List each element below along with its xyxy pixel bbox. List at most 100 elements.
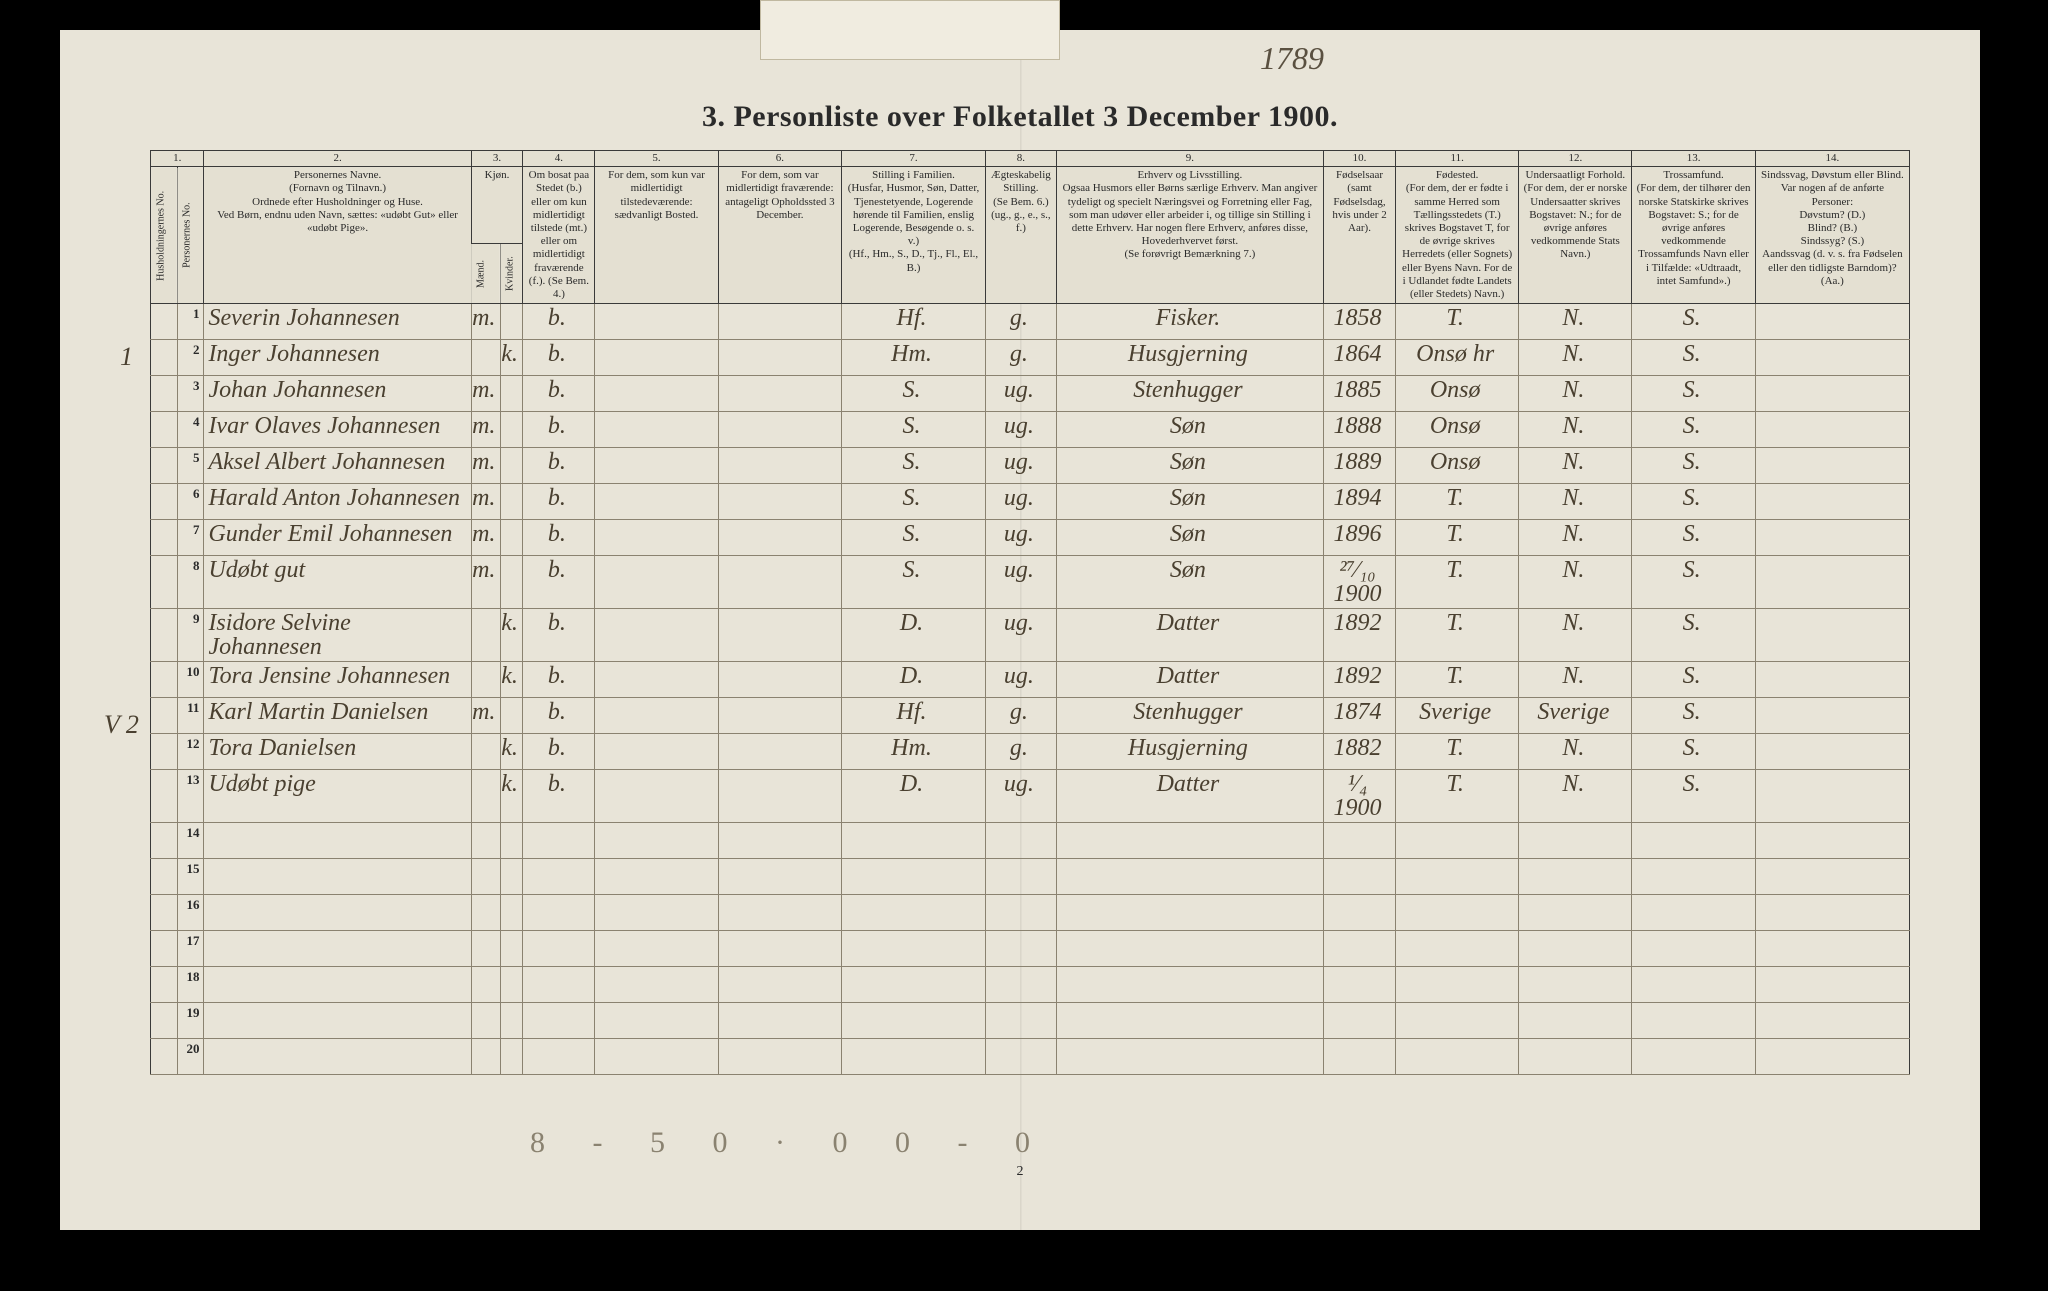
cell-name: Udøbt pige <box>204 770 471 823</box>
census-table: 1. 2. 3. 4. 5. 6. 7. 8. 9. 10. 11. 12. 1… <box>150 150 1910 1075</box>
cell-marital: ug. <box>985 770 1056 823</box>
cell-birthyear: 1892 <box>1324 609 1396 662</box>
cell-residence <box>523 931 595 967</box>
cell-family-pos: D. <box>842 662 986 698</box>
cell-temp-absent <box>718 1003 841 1039</box>
cell-temp-present <box>595 448 718 484</box>
colnum-5: 5. <box>595 151 718 167</box>
cell-nationality: Sverige <box>1519 698 1632 734</box>
cell-temp-present <box>595 484 718 520</box>
cell-household-no <box>151 823 178 859</box>
cell-birthplace <box>1395 931 1518 967</box>
cell-household-no <box>151 895 178 931</box>
cell-temp-absent <box>718 556 841 609</box>
cell-birthyear: ²⁷⁄₁₀ 1900 <box>1324 556 1396 609</box>
cell-birthyear <box>1324 931 1396 967</box>
cell-disability <box>1755 967 1909 1003</box>
cell-female <box>500 1039 523 1075</box>
header-family-pos: Stilling i Familien. (Husfar, Husmor, Sø… <box>842 167 986 304</box>
cell-residence <box>523 823 595 859</box>
cell-family-pos: S. <box>842 376 986 412</box>
cell-disability <box>1755 520 1909 556</box>
cell-temp-absent <box>718 304 841 340</box>
header-occupation: Erhverv og Livsstilling. Ogsaa Husmors e… <box>1056 167 1323 304</box>
cell-residence: b. <box>523 698 595 734</box>
cell-birthyear <box>1324 967 1396 1003</box>
colnum-3: 3. <box>471 151 523 167</box>
cell-nationality <box>1519 859 1632 895</box>
cell-female: k. <box>500 609 523 662</box>
cell-disability <box>1755 698 1909 734</box>
cell-residence: b. <box>523 340 595 376</box>
cell-temp-present <box>595 304 718 340</box>
header-female: Kvinder. <box>500 244 523 304</box>
cell-female: k. <box>500 770 523 823</box>
header-household-no: Husholdningernes No. <box>151 167 178 304</box>
cell-birthyear: 1888 <box>1324 412 1396 448</box>
cell-household-no <box>151 520 178 556</box>
cell-family-pos: S. <box>842 520 986 556</box>
cell-female <box>500 484 523 520</box>
cell-religion: S. <box>1632 340 1755 376</box>
cell-marital: ug. <box>985 448 1056 484</box>
cell-marital: ug. <box>985 484 1056 520</box>
cell-temp-present <box>595 1039 718 1075</box>
cell-nationality: N. <box>1519 770 1632 823</box>
cell-religion: S. <box>1632 662 1755 698</box>
cell-disability <box>1755 859 1909 895</box>
cell-name: Tora Danielsen <box>204 734 471 770</box>
cell-person-no: 14 <box>177 823 204 859</box>
cell-birthyear <box>1324 859 1396 895</box>
cell-disability <box>1755 484 1909 520</box>
cell-occupation <box>1056 895 1323 931</box>
cell-birthplace <box>1395 859 1518 895</box>
cell-name: Karl Martin Danielsen <box>204 698 471 734</box>
cell-disability <box>1755 412 1909 448</box>
cell-marital <box>985 967 1056 1003</box>
cell-temp-absent <box>718 340 841 376</box>
cell-household-no <box>151 859 178 895</box>
cell-female <box>500 967 523 1003</box>
cell-temp-present <box>595 967 718 1003</box>
cell-female <box>500 859 523 895</box>
cell-marital: ug. <box>985 556 1056 609</box>
cell-birthyear: 1864 <box>1324 340 1396 376</box>
cell-religion: S. <box>1632 484 1755 520</box>
colnum-8: 8. <box>985 151 1056 167</box>
cell-disability <box>1755 734 1909 770</box>
cell-family-pos: Hm. <box>842 340 986 376</box>
cell-name <box>204 967 471 1003</box>
cell-female: k. <box>500 734 523 770</box>
cell-disability <box>1755 895 1909 931</box>
cell-person-no: 4 <box>177 412 204 448</box>
cell-female <box>500 895 523 931</box>
cell-residence <box>523 967 595 1003</box>
cell-birthplace: Onsø <box>1395 412 1518 448</box>
cell-household-no <box>151 340 178 376</box>
cell-birthplace <box>1395 895 1518 931</box>
cell-person-no: 20 <box>177 1039 204 1075</box>
table-row: 20 <box>151 1039 1910 1075</box>
paper-tab <box>760 0 1060 60</box>
cell-temp-present <box>595 412 718 448</box>
cell-occupation: Husgjerning <box>1056 340 1323 376</box>
cell-religion <box>1632 931 1755 967</box>
cell-occupation: Datter <box>1056 609 1323 662</box>
cell-religion: S. <box>1632 698 1755 734</box>
cell-name <box>204 1003 471 1039</box>
header-birthplace: Fødested. (For dem, der er fødte i samme… <box>1395 167 1518 304</box>
colnum-7: 7. <box>842 151 986 167</box>
table-row: 6Harald Anton Johannesenm.b.S.ug.Søn1894… <box>151 484 1910 520</box>
table-row: 10Tora Jensine Johannesenk.b.D.ug.Datter… <box>151 662 1910 698</box>
header-marital: Ægteskabelig Stilling. (Se Bem. 6.) (ug.… <box>985 167 1056 304</box>
cell-male <box>471 823 500 859</box>
cell-temp-absent <box>718 520 841 556</box>
header-nationality: Undersaatligt Forhold. (For dem, der er … <box>1519 167 1632 304</box>
cell-nationality: N. <box>1519 609 1632 662</box>
cell-nationality: N. <box>1519 556 1632 609</box>
cell-household-no <box>151 770 178 823</box>
cell-residence: b. <box>523 556 595 609</box>
cell-household-no <box>151 734 178 770</box>
table-body: 1Severin Johannesenm.b.Hf.g.Fisker.1858T… <box>151 304 1910 1075</box>
cell-marital: ug. <box>985 412 1056 448</box>
